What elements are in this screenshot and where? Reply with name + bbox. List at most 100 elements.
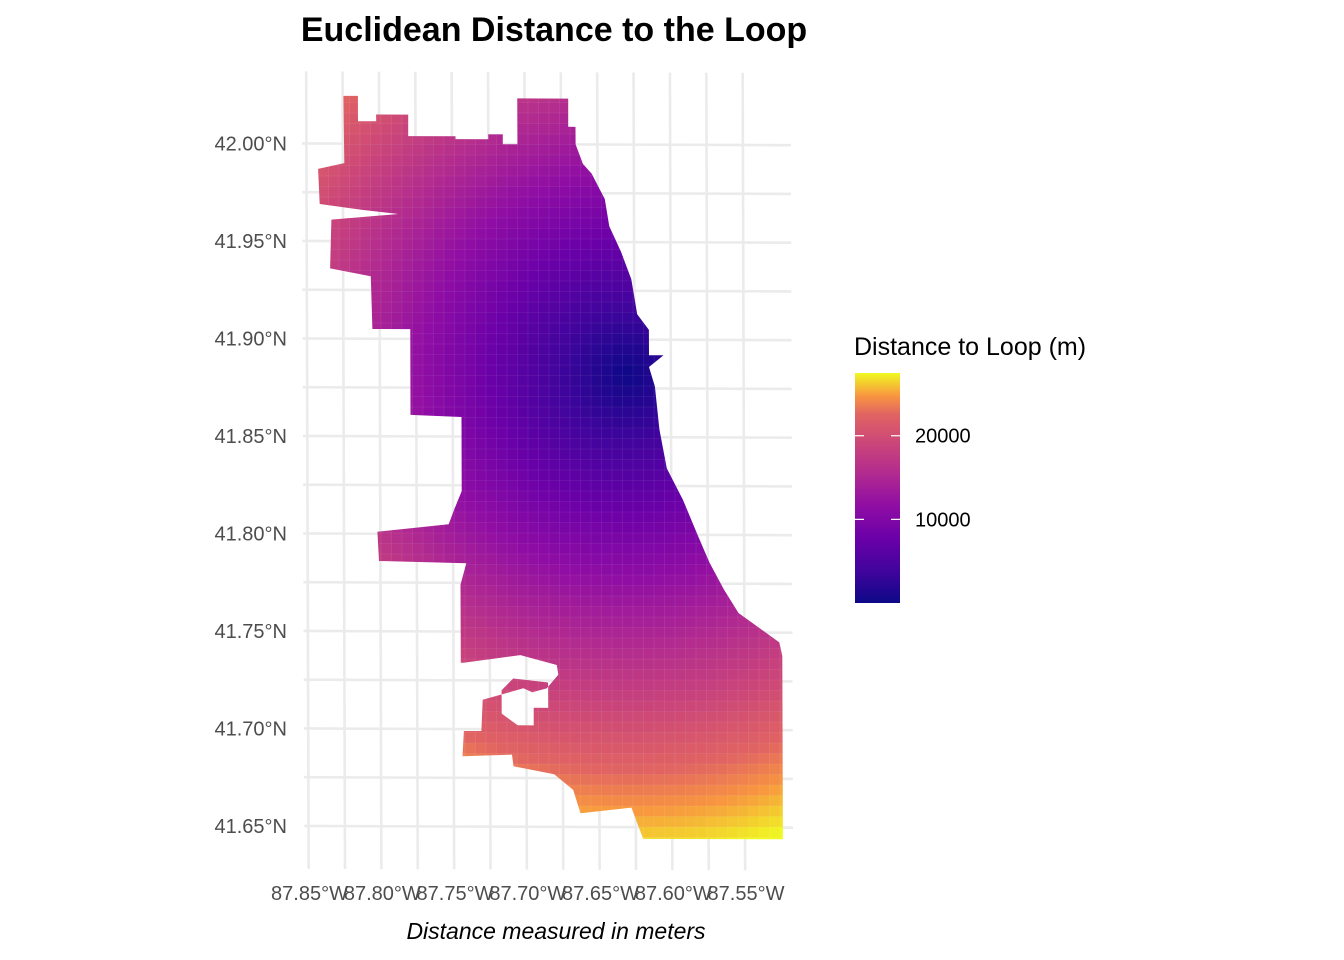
heatmap-cell bbox=[791, 145, 802, 156]
heatmap-cell bbox=[528, 711, 539, 723]
heatmap-cell bbox=[538, 144, 550, 156]
heatmap-cell bbox=[549, 690, 560, 702]
heatmap-cell bbox=[622, 438, 634, 450]
heatmap-cell bbox=[727, 648, 739, 660]
heatmap-cell bbox=[727, 95, 739, 103]
heatmap-cell bbox=[475, 606, 487, 618]
heatmap-cell bbox=[454, 638, 466, 649]
heatmap-cell bbox=[507, 606, 518, 618]
heatmap-cell bbox=[591, 228, 602, 240]
heatmap-cell bbox=[696, 396, 707, 408]
heatmap-cell bbox=[423, 417, 434, 429]
heatmap-cell bbox=[496, 218, 508, 229]
heatmap-cell bbox=[580, 837, 592, 840]
heatmap-cell bbox=[549, 354, 560, 366]
heatmap-cell bbox=[570, 617, 581, 628]
heatmap-cell bbox=[486, 344, 497, 355]
chart-title: Euclidean Distance to the Loop bbox=[301, 11, 807, 49]
heatmap-cell bbox=[633, 638, 644, 649]
heatmap-cell bbox=[769, 249, 781, 261]
heatmap-cell bbox=[496, 774, 508, 786]
heatmap-cell bbox=[780, 554, 783, 565]
heatmap-cell bbox=[748, 806, 760, 817]
heatmap-cell bbox=[349, 732, 361, 744]
heatmap-cell bbox=[538, 375, 550, 387]
heatmap-cell bbox=[507, 218, 518, 229]
heatmap-cell bbox=[528, 207, 539, 219]
heatmap-cell bbox=[559, 543, 571, 555]
heatmap-cell bbox=[475, 312, 487, 324]
heatmap-cell bbox=[454, 323, 466, 334]
heatmap-cell bbox=[727, 785, 739, 796]
heatmap-cell bbox=[349, 585, 361, 597]
heatmap-cell bbox=[685, 795, 697, 807]
heatmap-cell bbox=[570, 585, 581, 597]
heatmap-cell bbox=[559, 386, 571, 397]
heatmap-cell bbox=[339, 176, 350, 187]
heatmap-cell bbox=[538, 239, 550, 250]
heatmap-cell bbox=[633, 302, 644, 313]
heatmap-cell bbox=[549, 417, 560, 429]
heatmap-cell bbox=[675, 102, 686, 114]
heatmap-cell bbox=[549, 606, 560, 618]
heatmap-cell bbox=[549, 249, 560, 261]
heatmap-cell bbox=[412, 239, 424, 250]
heatmap-cell bbox=[780, 701, 783, 712]
heatmap-cell bbox=[402, 617, 413, 628]
heatmap-cell bbox=[769, 407, 781, 418]
heatmap-cell bbox=[360, 501, 371, 513]
heatmap-cell bbox=[339, 186, 350, 198]
heatmap-cell bbox=[612, 407, 623, 418]
heatmap-cell bbox=[444, 144, 455, 156]
heatmap-cell bbox=[591, 596, 602, 607]
heatmap-cell bbox=[423, 606, 434, 618]
heatmap-cell bbox=[612, 165, 623, 177]
heatmap-cell bbox=[675, 543, 686, 555]
heatmap-cell bbox=[780, 249, 783, 261]
heatmap-cell bbox=[759, 354, 770, 366]
heatmap-cell bbox=[538, 323, 550, 334]
heatmap-cell bbox=[496, 806, 508, 817]
heatmap-cell bbox=[769, 375, 781, 387]
heatmap-cell bbox=[349, 795, 361, 807]
heatmap-cell bbox=[349, 564, 361, 576]
heatmap-cell bbox=[601, 428, 613, 439]
heatmap-cell bbox=[370, 123, 382, 135]
heatmap-cell bbox=[549, 501, 560, 513]
heatmap-cell bbox=[696, 732, 707, 744]
heatmap-cell bbox=[570, 795, 581, 807]
heatmap-cell bbox=[465, 302, 476, 313]
heatmap-cell bbox=[507, 837, 518, 840]
x-axis-ticks: 87.85°W87.80°W87.75°W87.70°W87.65°W87.60… bbox=[271, 883, 785, 905]
heatmap-cell bbox=[559, 638, 571, 649]
heatmap-cell bbox=[328, 648, 340, 660]
heatmap-cell bbox=[507, 522, 518, 534]
heatmap-cell bbox=[612, 197, 623, 208]
heatmap-cell bbox=[517, 218, 529, 229]
heatmap-cell bbox=[507, 375, 518, 387]
heatmap-cell bbox=[664, 722, 676, 733]
heatmap-cell bbox=[580, 512, 592, 523]
heatmap-cell bbox=[643, 785, 655, 796]
heatmap-cell bbox=[349, 743, 361, 754]
heatmap-cell bbox=[507, 753, 518, 765]
heatmap-cell bbox=[738, 627, 749, 639]
heatmap-cell bbox=[538, 806, 550, 817]
heatmap-cell bbox=[780, 617, 783, 628]
heatmap-cell bbox=[381, 239, 392, 250]
heatmap-cell bbox=[538, 470, 550, 481]
heatmap-cell bbox=[412, 291, 424, 303]
heatmap-cell bbox=[496, 711, 508, 723]
heatmap-cell bbox=[685, 491, 697, 502]
heatmap-cell bbox=[612, 312, 623, 324]
heatmap-cell bbox=[412, 207, 424, 219]
heatmap-cell bbox=[622, 501, 634, 513]
heatmap-cell bbox=[391, 228, 403, 240]
heatmap-cell bbox=[465, 480, 476, 492]
heatmap-cell bbox=[507, 764, 518, 775]
heatmap-cell bbox=[538, 837, 550, 840]
heatmap-cell bbox=[381, 449, 392, 460]
heatmap-cell bbox=[727, 438, 739, 450]
heatmap-cell bbox=[780, 680, 783, 691]
heatmap-cell bbox=[601, 323, 613, 334]
